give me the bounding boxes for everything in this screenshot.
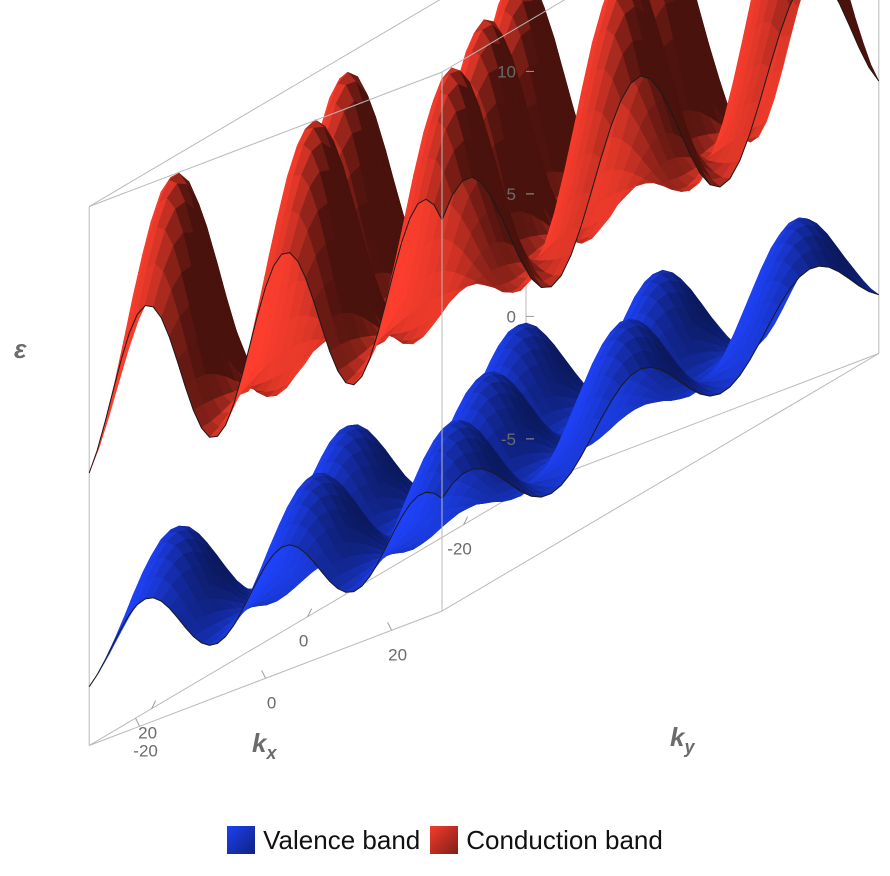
x-axis-label: kx — [252, 728, 277, 763]
x-tick-label: 20 — [138, 724, 157, 743]
valence-band-surface-patch — [121, 588, 140, 629]
legend-item-valence: Valence band — [227, 825, 420, 856]
z-tick-label: 10 — [497, 62, 516, 81]
x-tick — [463, 516, 469, 525]
conduction-swatch — [430, 826, 459, 854]
conduction-band-surface-patch — [850, 15, 870, 68]
x-tick — [307, 608, 313, 617]
y-tick — [387, 622, 393, 631]
box-edge — [441, 353, 880, 612]
box-edge — [441, 0, 566, 73]
conduction-band-surface-patch — [837, 0, 840, 3]
z-tick-label: 5 — [507, 185, 516, 204]
legend: Valence band Conduction band — [0, 818, 890, 862]
x-tick-label: 0 — [299, 632, 308, 651]
y-tick-label: 20 — [388, 645, 407, 664]
legend-item-conduction: Conduction band — [430, 825, 663, 856]
conduction-band-surface-patch — [860, 42, 880, 82]
legend-label-valence: Valence band — [263, 824, 421, 855]
y-tick-label: -20 — [133, 741, 158, 760]
y-tick — [135, 718, 141, 727]
legend-label-conduction: Conduction band — [466, 824, 663, 855]
y-tick — [261, 670, 267, 679]
z-tick-label: -5 — [501, 430, 516, 449]
z-tick-label: 0 — [507, 307, 516, 326]
y-axis-label: ky — [670, 722, 695, 757]
z-axis-label: ε — [14, 334, 27, 364]
y-tick-label: 0 — [267, 693, 276, 712]
box-edge — [88, 0, 441, 207]
band-surfaces — [88, 0, 880, 687]
box-edge — [525, 353, 879, 489]
x-tick — [151, 700, 157, 709]
x-tick-label: -20 — [447, 540, 472, 559]
box-edge — [89, 71, 443, 207]
valence-swatch — [227, 826, 256, 854]
conduction-band-surface-patch — [780, 0, 799, 37]
